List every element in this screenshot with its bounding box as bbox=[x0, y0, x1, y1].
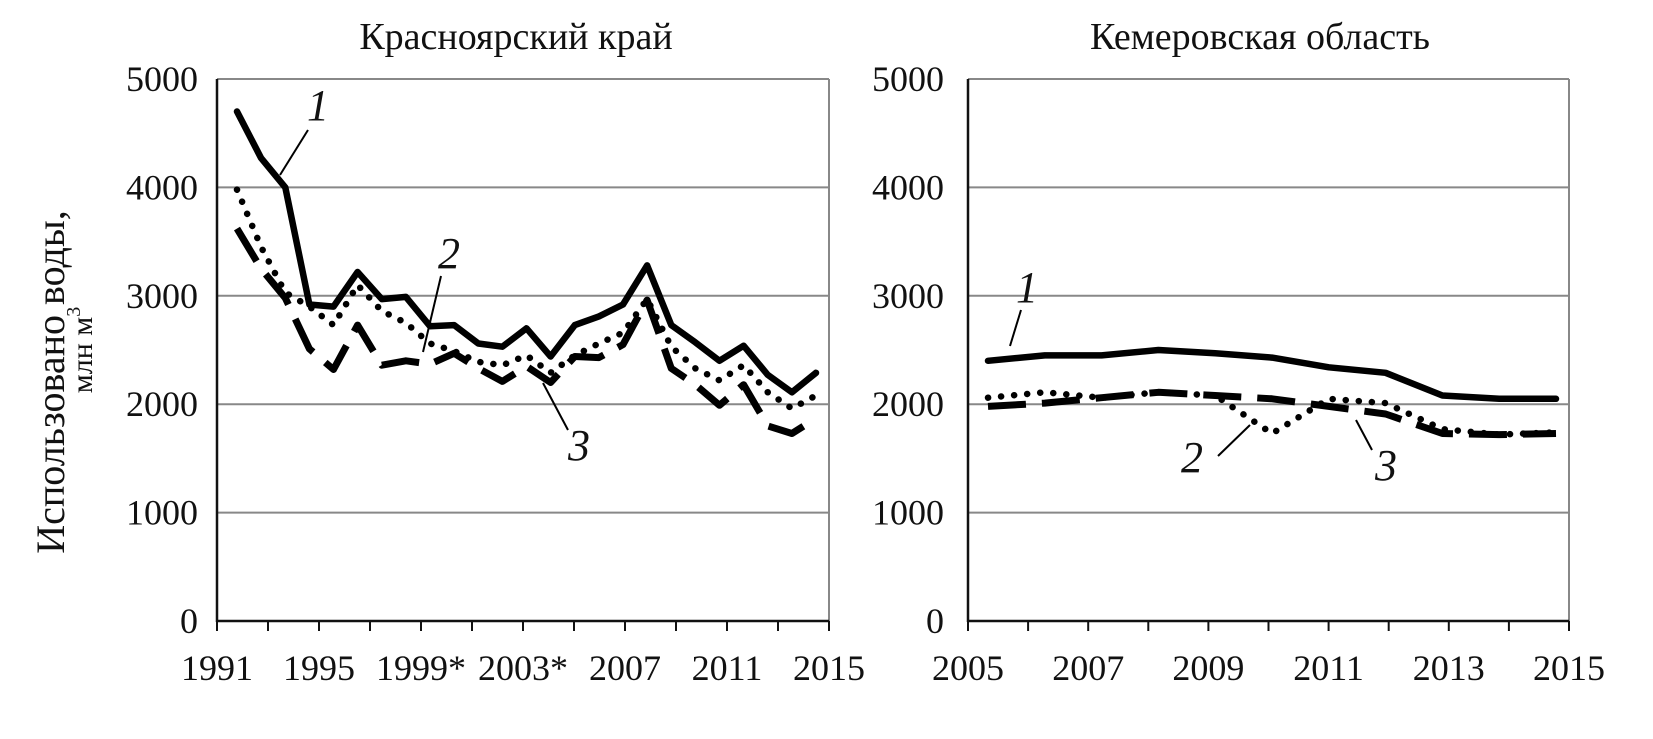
y-tick-label: 3000 bbox=[872, 276, 944, 316]
chart-panel-krasnoyarsk: Красноярский край Использовано воды, млн… bbox=[28, 16, 865, 688]
series-marker-label: 3 bbox=[1374, 441, 1397, 490]
y-axis-unit-label: млн м3 bbox=[63, 307, 99, 394]
series-line-2 bbox=[233, 186, 820, 413]
chart-panel-kemerovo: Кемеровская область 0 1000 2000 3000 4000 500… bbox=[872, 16, 1605, 688]
y-tick-label: 4000 bbox=[126, 167, 198, 207]
series-line-1 bbox=[984, 346, 1560, 403]
chart-title: Красноярский край bbox=[359, 16, 672, 58]
y-axis-label: Использовано воды, bbox=[28, 210, 73, 554]
series-marker-leader bbox=[422, 275, 442, 353]
series-line-1 bbox=[233, 108, 820, 396]
y-tick-label: 4000 bbox=[872, 167, 944, 207]
series-line-3 bbox=[234, 226, 818, 437]
x-tick-label: 2015 bbox=[1533, 648, 1605, 688]
series-marker-label: 2 bbox=[438, 229, 460, 278]
x-tick-label: 2003* bbox=[478, 648, 568, 688]
y-axis-unit-superscript: 3 bbox=[63, 307, 85, 317]
y-tick-label: 2000 bbox=[872, 384, 944, 424]
series-marker-leader bbox=[1355, 419, 1373, 451]
x-tick-label: 2009 bbox=[1172, 648, 1244, 688]
chart-title: Кемеровская область bbox=[1090, 16, 1430, 58]
x-tick-label: 2013 bbox=[1413, 648, 1485, 688]
series-marker-label: 3 bbox=[567, 421, 590, 470]
y-tick-label: 5000 bbox=[126, 59, 198, 99]
series-marker-leader bbox=[279, 129, 309, 176]
x-tick-label: 1999* bbox=[376, 648, 466, 688]
series-marker-label: 2 bbox=[1181, 433, 1203, 482]
y-tick-label: 1000 bbox=[126, 493, 198, 533]
x-tick-label: 1995 bbox=[283, 648, 355, 688]
y-tick-label: 1000 bbox=[872, 493, 944, 533]
y-tick-label: 2000 bbox=[126, 384, 198, 424]
y-tick-label: 0 bbox=[926, 601, 944, 641]
y-tick-label: 5000 bbox=[872, 59, 944, 99]
x-tick-label: 2011 bbox=[692, 648, 763, 688]
series-marker-leader bbox=[1009, 309, 1022, 347]
x-tick-label: 1991 bbox=[181, 648, 253, 688]
series-line-3 bbox=[987, 388, 1557, 439]
x-tick-label: 2011 bbox=[1293, 648, 1364, 688]
series-marker-leader bbox=[1217, 424, 1251, 457]
series-marker-label: 1 bbox=[307, 81, 329, 130]
series-marker-label: 1 bbox=[1016, 263, 1038, 312]
y-axis-unit: млн м bbox=[66, 317, 99, 394]
x-tick-label: 2015 bbox=[793, 648, 865, 688]
y-tick-label: 3000 bbox=[126, 276, 198, 316]
x-tick-label: 2007 bbox=[1052, 648, 1124, 688]
x-tick-label: 2005 bbox=[932, 648, 1004, 688]
y-tick-label: 0 bbox=[180, 601, 198, 641]
x-tick-label: 2007 bbox=[589, 648, 661, 688]
series-marker-leader bbox=[542, 382, 569, 431]
